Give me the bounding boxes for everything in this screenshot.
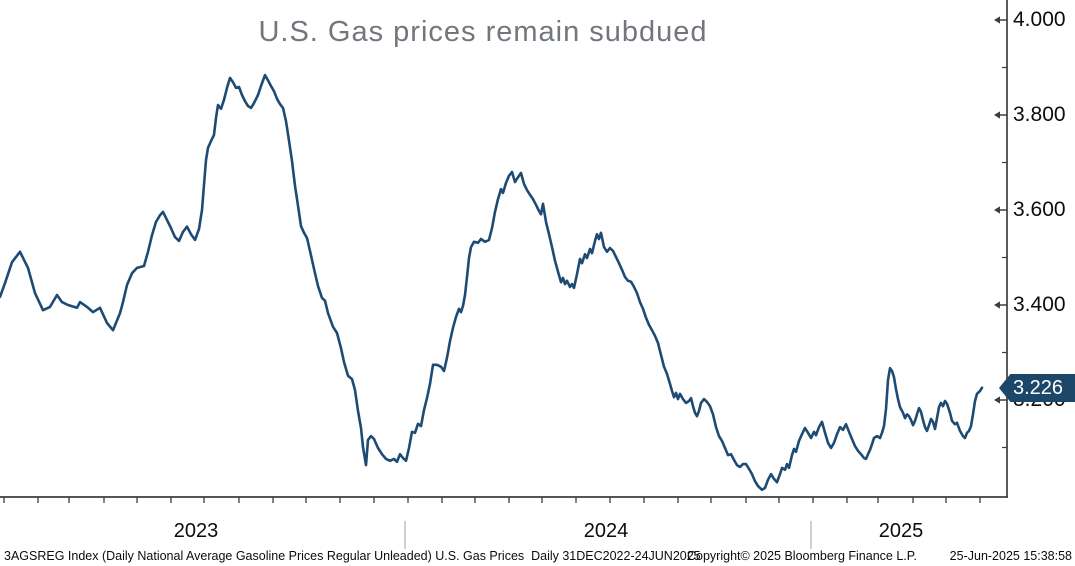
y-axis-label-3600: 3.600 xyxy=(1013,198,1066,221)
price-line xyxy=(0,73,984,492)
last-price-value: 3.226 xyxy=(1013,377,1064,399)
last-price-badge: 3.226 xyxy=(999,374,1075,402)
y-axis-label-3400: 3.400 xyxy=(1013,293,1066,316)
timestamp: 25-Jun-2025 15:38:58 xyxy=(949,549,1072,563)
y-axis-label-4000: 4.000 xyxy=(1013,8,1066,31)
x-axis-year-2024: 2024 xyxy=(583,520,629,542)
x-axis-year-2025: 2025 xyxy=(878,520,924,542)
page-title: U.S. Gas prices remain subdued xyxy=(258,16,708,48)
x-axis-year-2023: 2023 xyxy=(173,520,219,542)
y-axis-label-3800: 3.800 xyxy=(1013,103,1066,126)
copyright-notice: Copyright© 2025 Bloomberg Finance L.P. xyxy=(687,549,917,563)
index-description: 3AGSREG Index (Daily National Average Ga… xyxy=(4,549,701,563)
